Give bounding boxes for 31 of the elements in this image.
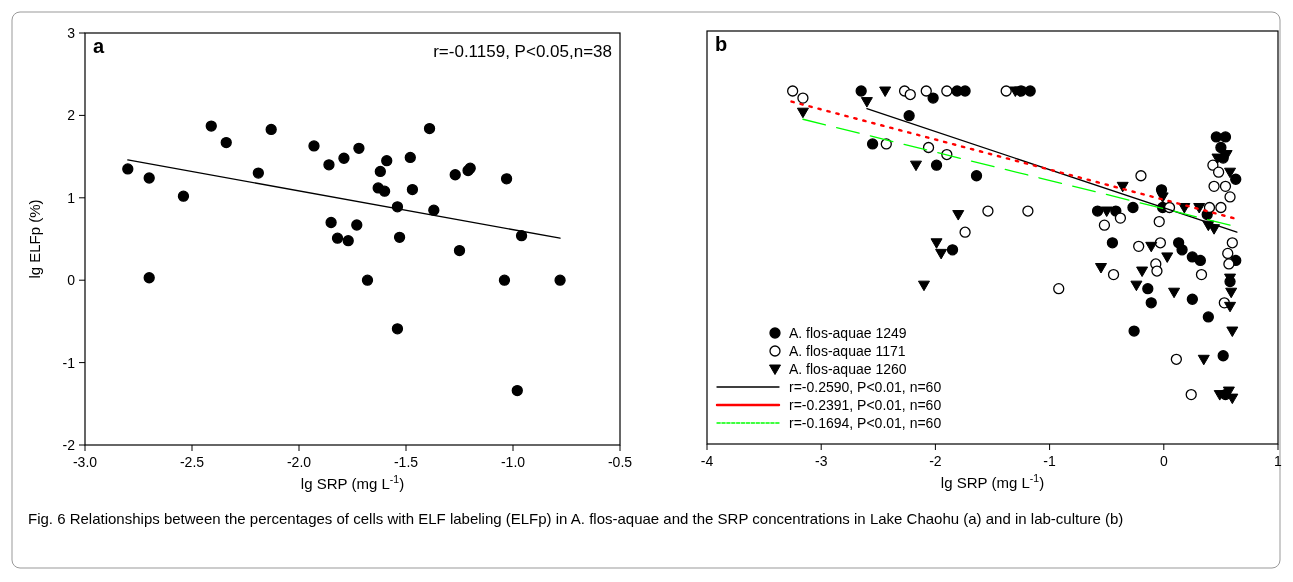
y-tick-label: -1 [62,354,76,371]
x-tick-label: -2 [929,453,942,469]
x-tick-label: -2.5 [179,454,205,470]
y-tick-label: 1 [67,189,76,206]
x-tick-label: -3 [814,453,828,469]
x-axis-title: lg SRP (mg L$^{-1}$) [300,473,405,492]
y-tick-label: -2 [62,437,76,453]
legend-label: r=-0.2391, P<0.01, n=60 [789,397,942,413]
x-axis-title: lg SRP (mg L$^{-1}$) [940,472,1045,491]
x-tick-label: 0 [1159,453,1168,469]
y-tick-label: 3 [67,25,76,41]
x-tick-label: -1.0 [500,454,526,470]
legend-label: r=-0.1694, P<0.01, n=60 [789,415,942,431]
y-axis-title: lg ELFp (%) [26,199,43,279]
y-tick-label: 0 [67,272,76,289]
legend-label: r=-0.2590, P<0.01, n=60 [789,379,942,395]
annotation: r=-0.1159, P<0.05,n=38 [433,42,612,61]
text: b [715,33,728,55]
annotation: a [93,35,105,57]
x-tick-label: -1.5 [393,454,419,470]
x-tick-label: 1 [1274,453,1283,469]
x-tick-label: -1 [1043,453,1057,469]
legend-label: A. flos-aquae 1260 [789,361,907,377]
x-tick-label: -2.0 [286,454,312,470]
caption: Fig. 6 Relationships between the percentages of cells with ELF labeling (ELFp) in A. flos-aquae and the SRP concentrations in Lake Chaohu (a) and in lab-culture (b) [28,509,1125,529]
x-tick-label: -4 [700,453,714,469]
legend-label: A. flos-aquae 1171 [789,343,906,359]
y-tick-label: 2 [67,107,76,124]
x-tick-label: -3.0 [72,454,98,470]
x-tick-label: -0.5 [607,454,633,470]
legend-label: A. flos-aquae 1249 [789,325,907,341]
